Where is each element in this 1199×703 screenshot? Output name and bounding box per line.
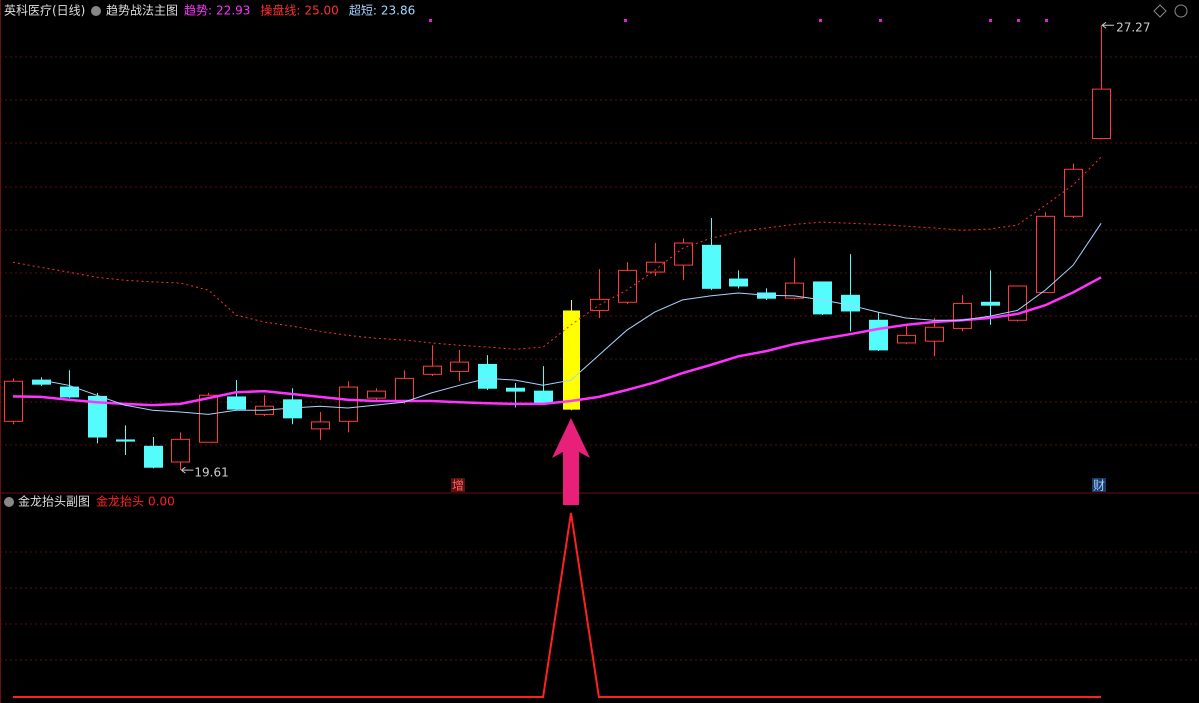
candle-body bbox=[1036, 215, 1055, 293]
candle-body bbox=[116, 439, 135, 442]
sub-indicator-title: 金龙抬头副图 bbox=[18, 494, 90, 509]
signal-line bbox=[13, 512, 1102, 698]
candle-body bbox=[423, 365, 442, 375]
candle-body bbox=[646, 261, 665, 273]
candle-body bbox=[953, 302, 972, 329]
legend-value: 0.00 bbox=[148, 495, 175, 509]
candle-body bbox=[702, 244, 721, 289]
event-marker: 财 bbox=[1093, 479, 1105, 493]
event-badge bbox=[1092, 478, 1106, 492]
signal-arrow bbox=[552, 418, 590, 505]
candle-body bbox=[144, 445, 163, 468]
legend-name: 趋势: bbox=[184, 4, 212, 18]
event-marker: 增 bbox=[452, 479, 464, 493]
candle-body bbox=[869, 319, 888, 351]
candle-body bbox=[88, 395, 107, 438]
candle-body bbox=[674, 242, 693, 266]
candle-body bbox=[563, 310, 580, 410]
candle-body bbox=[1092, 88, 1111, 139]
candle-body bbox=[785, 282, 804, 299]
candle-body bbox=[60, 386, 79, 398]
legend-value: 22.93 bbox=[216, 4, 250, 18]
low-label: 19.61 bbox=[194, 466, 228, 480]
candle-body bbox=[729, 278, 748, 287]
candle-body bbox=[981, 301, 1000, 306]
candle-body bbox=[478, 363, 497, 389]
candle-body bbox=[450, 361, 469, 372]
settings-icon[interactable] bbox=[1174, 4, 1188, 18]
legend-value: 25.00 bbox=[304, 4, 338, 18]
candle-body bbox=[841, 294, 860, 312]
candle-body bbox=[367, 390, 386, 399]
candle-body bbox=[813, 281, 832, 315]
legend-name: 操盘线: bbox=[260, 3, 300, 18]
low-pointer bbox=[181, 466, 194, 474]
candle-body bbox=[339, 386, 358, 422]
candle-body bbox=[897, 334, 916, 344]
candle-body bbox=[227, 396, 246, 410]
candle-body bbox=[199, 394, 218, 443]
candle-body bbox=[1064, 168, 1083, 217]
diamond-icon[interactable] bbox=[1153, 4, 1167, 18]
candle-body bbox=[395, 377, 414, 402]
candle-body bbox=[171, 438, 190, 463]
legend-name: 金龙抬头 bbox=[96, 494, 144, 509]
candle-body bbox=[311, 421, 330, 430]
indicator-title: 趋势战法主图 bbox=[106, 4, 178, 18]
high-label: 27.27 bbox=[1116, 21, 1150, 35]
event-badge bbox=[451, 478, 465, 492]
candle-body bbox=[534, 390, 553, 404]
high-pointer bbox=[1101, 21, 1115, 29]
stock-title: 英科医疗(日线) bbox=[4, 4, 85, 18]
legend-value: 23.86 bbox=[381, 4, 415, 18]
signal-dots bbox=[429, 19, 1048, 22]
candle-body bbox=[618, 269, 637, 303]
candle-body bbox=[506, 387, 525, 392]
legend-name: 超短: bbox=[349, 3, 377, 18]
dropdown-icon[interactable] bbox=[4, 497, 14, 507]
ma-line bbox=[12, 156, 1102, 350]
candle-body bbox=[925, 326, 944, 342]
candle-body bbox=[4, 380, 23, 422]
dropdown-icon[interactable] bbox=[91, 6, 101, 16]
ma-line bbox=[40, 223, 1102, 415]
ma-line bbox=[12, 276, 1102, 407]
